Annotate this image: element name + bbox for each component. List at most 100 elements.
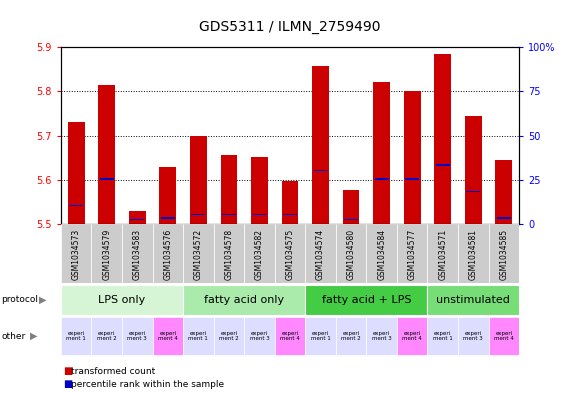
Bar	[367, 317, 397, 355]
Bar	[153, 317, 183, 355]
Text: experi
ment 4: experi ment 4	[494, 331, 514, 342]
Text: experi
ment 1: experi ment 1	[433, 331, 452, 342]
Text: GSM1034578: GSM1034578	[224, 229, 233, 280]
Text: experi
ment 4: experi ment 4	[158, 331, 177, 342]
Bar	[275, 317, 305, 355]
Text: other: other	[1, 332, 26, 340]
Bar	[69, 205, 83, 206]
Text: experi
ment 4: experi ment 4	[403, 331, 422, 342]
Bar	[343, 190, 360, 224]
Bar	[405, 178, 419, 180]
Text: experi
ment 2: experi ment 2	[97, 331, 117, 342]
Text: GSM1034581: GSM1034581	[469, 229, 478, 280]
Bar	[427, 285, 519, 315]
Bar	[397, 317, 427, 355]
Bar	[213, 224, 244, 283]
Bar	[183, 317, 213, 355]
Bar	[497, 217, 511, 219]
Text: ▶: ▶	[39, 295, 47, 305]
Bar	[122, 224, 153, 283]
Text: experi
ment 1: experi ment 1	[188, 331, 208, 342]
Text: ▶: ▶	[30, 331, 38, 341]
Bar	[458, 317, 488, 355]
Bar	[122, 317, 153, 355]
Bar	[191, 214, 205, 215]
Text: GSM1034579: GSM1034579	[102, 229, 111, 280]
Text: GSM1034576: GSM1034576	[164, 229, 172, 280]
Text: fatty acid + LPS: fatty acid + LPS	[322, 295, 411, 305]
Bar	[305, 224, 336, 283]
Bar	[129, 211, 146, 224]
Bar	[283, 214, 297, 215]
Bar	[305, 285, 427, 315]
Bar	[130, 219, 144, 220]
Bar	[397, 224, 427, 283]
Text: experi
ment 4: experi ment 4	[280, 331, 300, 342]
Text: GDS5311 / ILMN_2759490: GDS5311 / ILMN_2759490	[200, 20, 380, 34]
Bar	[160, 167, 176, 224]
Bar	[312, 66, 329, 224]
Text: GSM1034571: GSM1034571	[438, 229, 447, 280]
Text: GSM1034584: GSM1034584	[377, 229, 386, 280]
Text: transformed count: transformed count	[71, 367, 155, 376]
Bar	[61, 285, 183, 315]
Bar	[183, 224, 213, 283]
Bar	[336, 317, 367, 355]
Bar	[427, 317, 458, 355]
Text: protocol: protocol	[1, 295, 38, 304]
Text: GSM1034580: GSM1034580	[347, 229, 356, 280]
Bar	[282, 181, 298, 224]
Bar	[92, 317, 122, 355]
Bar	[436, 164, 450, 165]
Text: fatty acid only: fatty acid only	[204, 295, 284, 305]
Text: GSM1034572: GSM1034572	[194, 229, 203, 280]
Bar	[61, 224, 92, 283]
Bar	[466, 191, 480, 192]
Text: GSM1034575: GSM1034575	[285, 229, 295, 280]
Bar	[336, 224, 367, 283]
Bar	[244, 224, 275, 283]
Bar	[495, 160, 512, 224]
Text: experi
ment 3: experi ment 3	[249, 331, 269, 342]
Text: GSM1034583: GSM1034583	[133, 229, 142, 280]
Text: experi
ment 3: experi ment 3	[372, 331, 392, 342]
Bar	[488, 317, 519, 355]
Text: GSM1034577: GSM1034577	[408, 229, 416, 280]
Bar	[427, 224, 458, 283]
Text: experi
ment 3: experi ment 3	[463, 331, 483, 342]
Bar	[374, 82, 390, 224]
Text: percentile rank within the sample: percentile rank within the sample	[71, 380, 224, 389]
Text: experi
ment 1: experi ment 1	[311, 331, 331, 342]
Bar	[99, 85, 115, 224]
Bar	[222, 214, 236, 215]
Bar	[68, 122, 85, 224]
Text: LPS only: LPS only	[99, 295, 146, 305]
Text: experi
ment 2: experi ment 2	[219, 331, 239, 342]
Bar	[404, 92, 420, 224]
Bar	[314, 170, 328, 171]
Bar	[375, 178, 389, 180]
Bar	[220, 156, 237, 224]
Text: experi
ment 3: experi ment 3	[128, 331, 147, 342]
Bar	[367, 224, 397, 283]
Bar	[305, 317, 336, 355]
Bar	[458, 224, 488, 283]
Text: experi
ment 2: experi ment 2	[341, 331, 361, 342]
Text: GSM1034573: GSM1034573	[72, 229, 81, 280]
Text: GSM1034574: GSM1034574	[316, 229, 325, 280]
Bar	[344, 219, 358, 220]
Text: ■: ■	[63, 366, 72, 376]
Bar	[244, 317, 275, 355]
Bar	[252, 214, 266, 215]
Text: experi
ment 1: experi ment 1	[66, 331, 86, 342]
Text: GSM1034582: GSM1034582	[255, 229, 264, 280]
Bar	[465, 116, 481, 224]
Bar	[92, 224, 122, 283]
Bar	[190, 136, 206, 224]
Bar	[434, 54, 451, 224]
Text: GSM1034585: GSM1034585	[499, 229, 508, 280]
Text: ■: ■	[63, 379, 72, 389]
Bar	[275, 224, 305, 283]
Bar	[488, 224, 519, 283]
Bar	[161, 217, 175, 219]
